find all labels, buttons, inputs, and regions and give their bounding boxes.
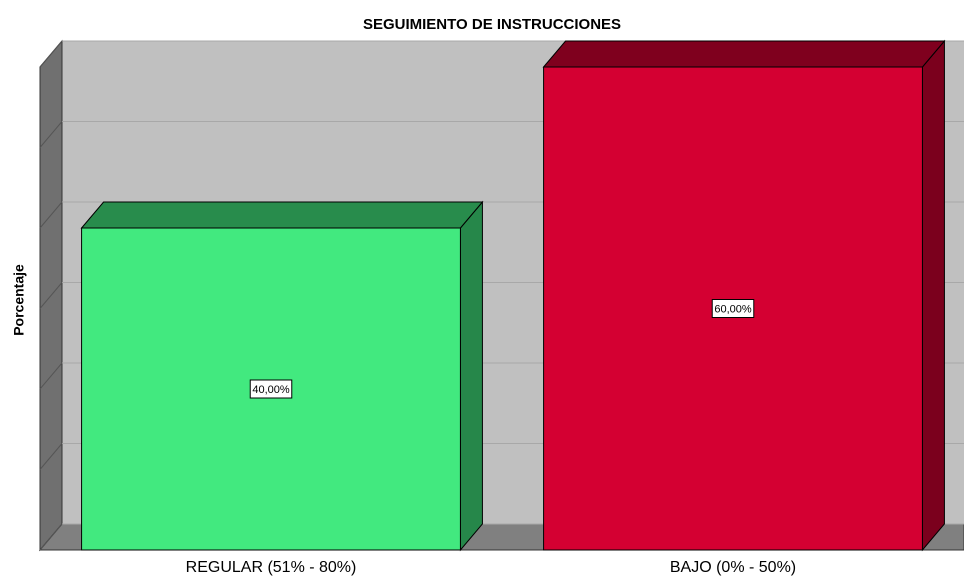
- x-tick-label: BAJO (0% - 50%): [670, 559, 796, 576]
- grid-line-wall: [39, 282, 63, 309]
- value-label: 40,00%: [252, 384, 290, 396]
- grid-line-wall: [39, 40, 63, 68]
- grid-line-wall: [39, 443, 63, 470]
- grid-line-wall: [39, 201, 63, 229]
- bar: [81, 227, 461, 551]
- y-axis-label: Porcentaje: [11, 264, 27, 336]
- bar-side: [921, 39, 945, 552]
- chart-title: SEGUIMIENTO DE INSTRUCCIONES: [363, 16, 621, 33]
- bar-top: [542, 40, 946, 68]
- grid-line-wall: [39, 121, 63, 148]
- x-tick-label: REGULAR (51% - 80%): [186, 559, 357, 576]
- grid-line-wall: [39, 362, 63, 390]
- bar-top: [80, 201, 484, 229]
- value-label-box: [249, 379, 293, 399]
- bar-side: [459, 200, 483, 552]
- grid-line-wall: [39, 523, 63, 551]
- value-label-box: [711, 299, 755, 318]
- value-label: 60,00%: [714, 303, 752, 315]
